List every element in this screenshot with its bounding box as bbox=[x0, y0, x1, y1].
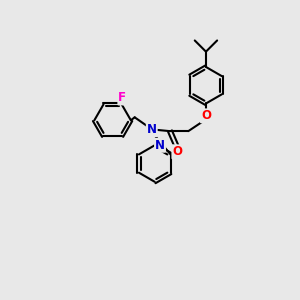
Text: N: N bbox=[147, 123, 157, 136]
Text: O: O bbox=[172, 145, 182, 158]
Text: F: F bbox=[118, 92, 126, 104]
Text: N: N bbox=[155, 139, 165, 152]
Text: O: O bbox=[201, 109, 211, 122]
